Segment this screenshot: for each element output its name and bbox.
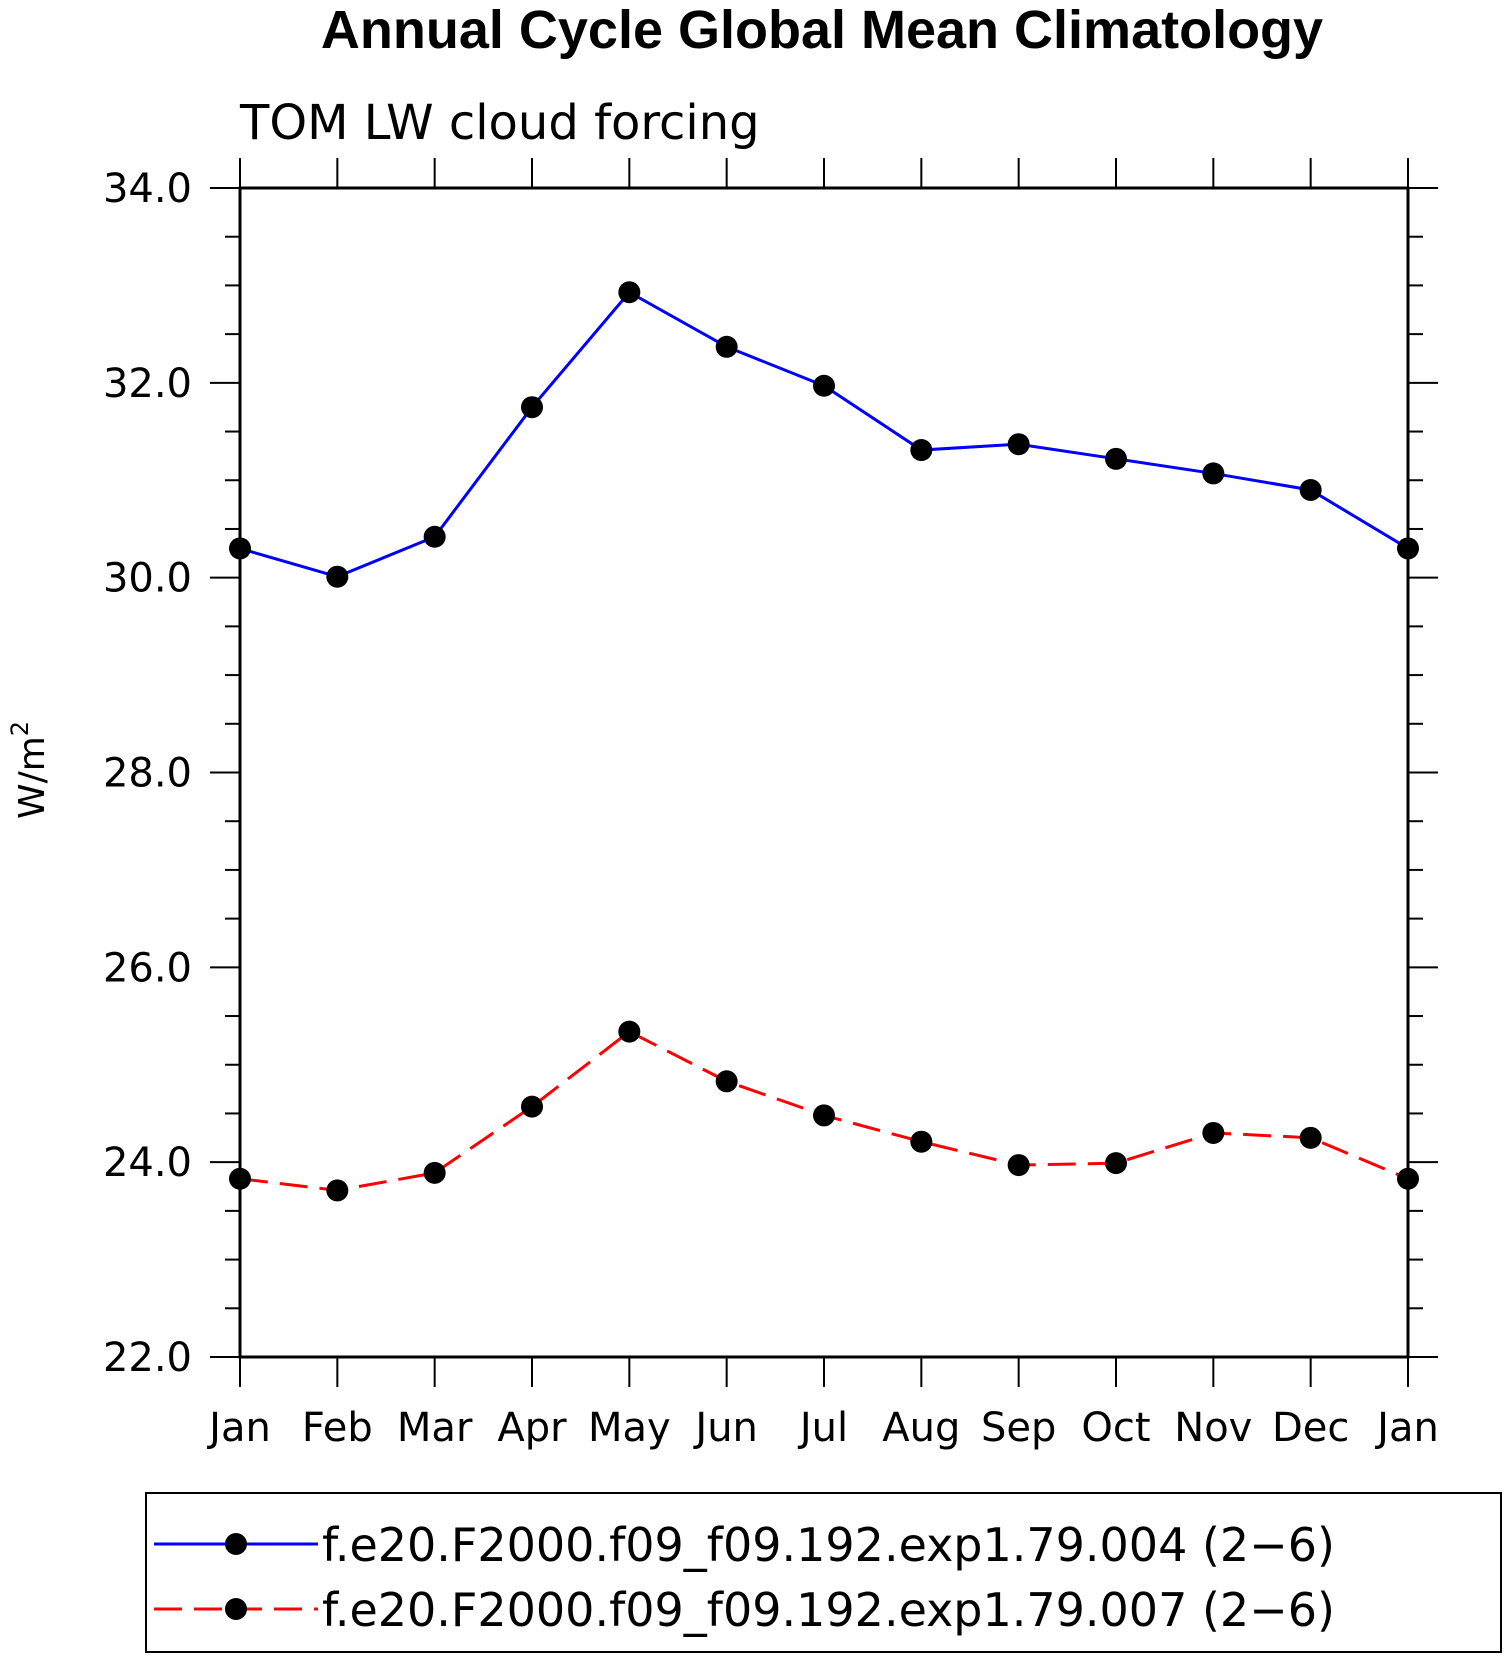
series-2 (229, 1020, 1419, 1202)
data-point (813, 1104, 835, 1127)
y-tick-label: 24.0 (103, 1140, 192, 1186)
x-tick-label: Dec (1272, 1405, 1349, 1451)
data-point (910, 439, 933, 462)
x-tick-label: Sep (981, 1405, 1056, 1451)
axes (238, 186, 1410, 1359)
data-point (423, 525, 446, 548)
data-point (1299, 1126, 1322, 1149)
series-layer (229, 281, 1419, 1202)
data-point (1105, 1152, 1127, 1175)
data-point (618, 1020, 641, 1043)
data-point (521, 396, 543, 419)
x-tick-label: Jun (692, 1405, 758, 1451)
data-point (229, 537, 251, 560)
data-point (423, 1161, 446, 1184)
x-tick-label: Aug (882, 1405, 960, 1451)
data-point (618, 281, 641, 304)
data-point (1397, 1167, 1419, 1190)
data-point (229, 1167, 251, 1190)
y-tick-label: 28.0 (103, 751, 192, 797)
data-point (1007, 433, 1030, 456)
chart-title: Annual Cycle Global Mean Climatology (321, 0, 1323, 60)
legend: f.e20.F2000.f09_f09.192.exp1.79.004 (2−6… (145, 1492, 1502, 1653)
x-tick-label: Nov (1174, 1405, 1252, 1451)
legend-marker (225, 1598, 247, 1620)
y-ticks: 22.0 24.0 26.0 28.0 30.0 32.0 34.0 (103, 166, 1438, 1381)
data-point (813, 374, 835, 397)
x-tick-label: Feb (302, 1405, 373, 1451)
data-point (1202, 462, 1225, 485)
y-tick-label: 22.0 (103, 1335, 192, 1381)
data-point (1105, 447, 1127, 470)
y-tick-label: 34.0 (103, 166, 192, 212)
svg-text:W/m2: W/m2 (6, 721, 53, 819)
y-tick-label: 32.0 (103, 361, 192, 407)
x-tick-label: Mar (397, 1405, 473, 1451)
data-point (326, 1179, 349, 1202)
x-tick-label: Jan (206, 1405, 271, 1451)
data-point (715, 1070, 738, 1093)
data-point (326, 565, 349, 588)
x-tick-label: Jul (797, 1405, 848, 1451)
data-point (715, 335, 738, 358)
series-1 (229, 281, 1419, 588)
data-point (910, 1130, 933, 1153)
y-tick-label: 26.0 (103, 945, 192, 991)
legend-label: f.e20.F2000.f09_f09.192.exp1.79.007 (2−6… (322, 1583, 1335, 1637)
data-point (1397, 537, 1419, 560)
y-tick-label: 30.0 (103, 556, 192, 602)
data-point (521, 1095, 543, 1118)
y-axis-label-text: W/m (12, 736, 53, 819)
x-tick-label: Apr (497, 1405, 567, 1451)
x-ticks: Jan Feb Mar Apr May Jun Jul Aug Sep Oct Nov Dec Jan (206, 158, 1439, 1451)
data-point (1299, 478, 1322, 501)
legend-marker (225, 1533, 247, 1555)
legend-label: f.e20.F2000.f09_f09.192.exp1.79.004 (2−6… (322, 1518, 1335, 1572)
plot-frame (238, 186, 1410, 1359)
chart-subtitle: TOM LW cloud forcing (239, 95, 760, 151)
x-tick-label: May (588, 1405, 671, 1451)
y-axis-label: W/m2 (6, 721, 53, 819)
series-line (239, 290, 1409, 579)
y-axis-label-superscript: 2 (6, 721, 34, 736)
data-point (1202, 1121, 1225, 1144)
data-point (1007, 1154, 1030, 1177)
x-tick-label: Oct (1081, 1405, 1150, 1451)
legend-box (145, 1492, 1502, 1653)
x-tick-label: Jan (1374, 1405, 1439, 1451)
